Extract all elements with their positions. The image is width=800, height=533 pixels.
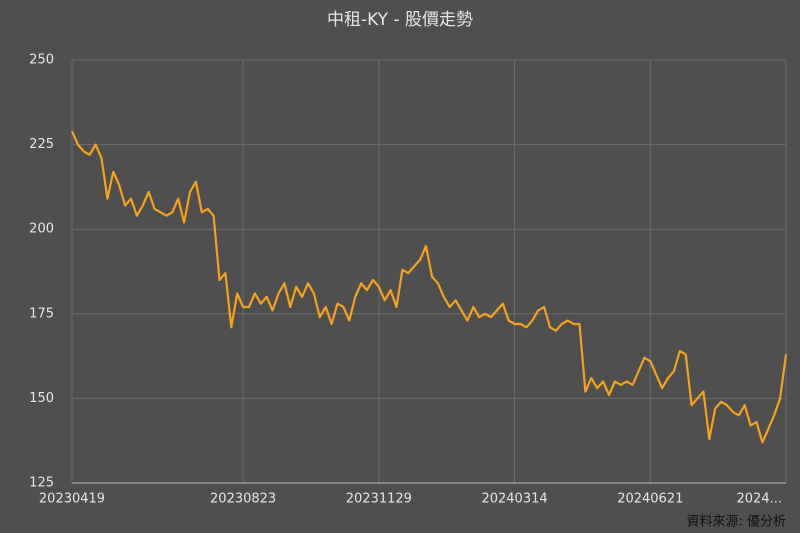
y-tick-label: 150 bbox=[29, 391, 54, 406]
y-tick-label: 250 bbox=[29, 53, 54, 68]
price-line bbox=[70, 130, 788, 444]
y-tick-label: 200 bbox=[29, 222, 54, 237]
source-note: 資料來源: 優分析 bbox=[686, 515, 786, 530]
chart-title: 中租-KY - 股價走勢 bbox=[327, 10, 473, 30]
x-tick-label: 20231129 bbox=[346, 492, 412, 507]
x-tick-label: 20230823 bbox=[210, 492, 276, 507]
x-tick-label: 20240314 bbox=[481, 492, 547, 507]
x-tick-label: 20230419 bbox=[39, 492, 105, 507]
y-tick-label: 175 bbox=[29, 306, 54, 321]
x-tick-label: 2024... bbox=[737, 492, 782, 507]
x-tick-label: 20240621 bbox=[617, 492, 683, 507]
y-tick-label: 225 bbox=[29, 137, 54, 152]
y-tick-label: 125 bbox=[29, 476, 54, 491]
